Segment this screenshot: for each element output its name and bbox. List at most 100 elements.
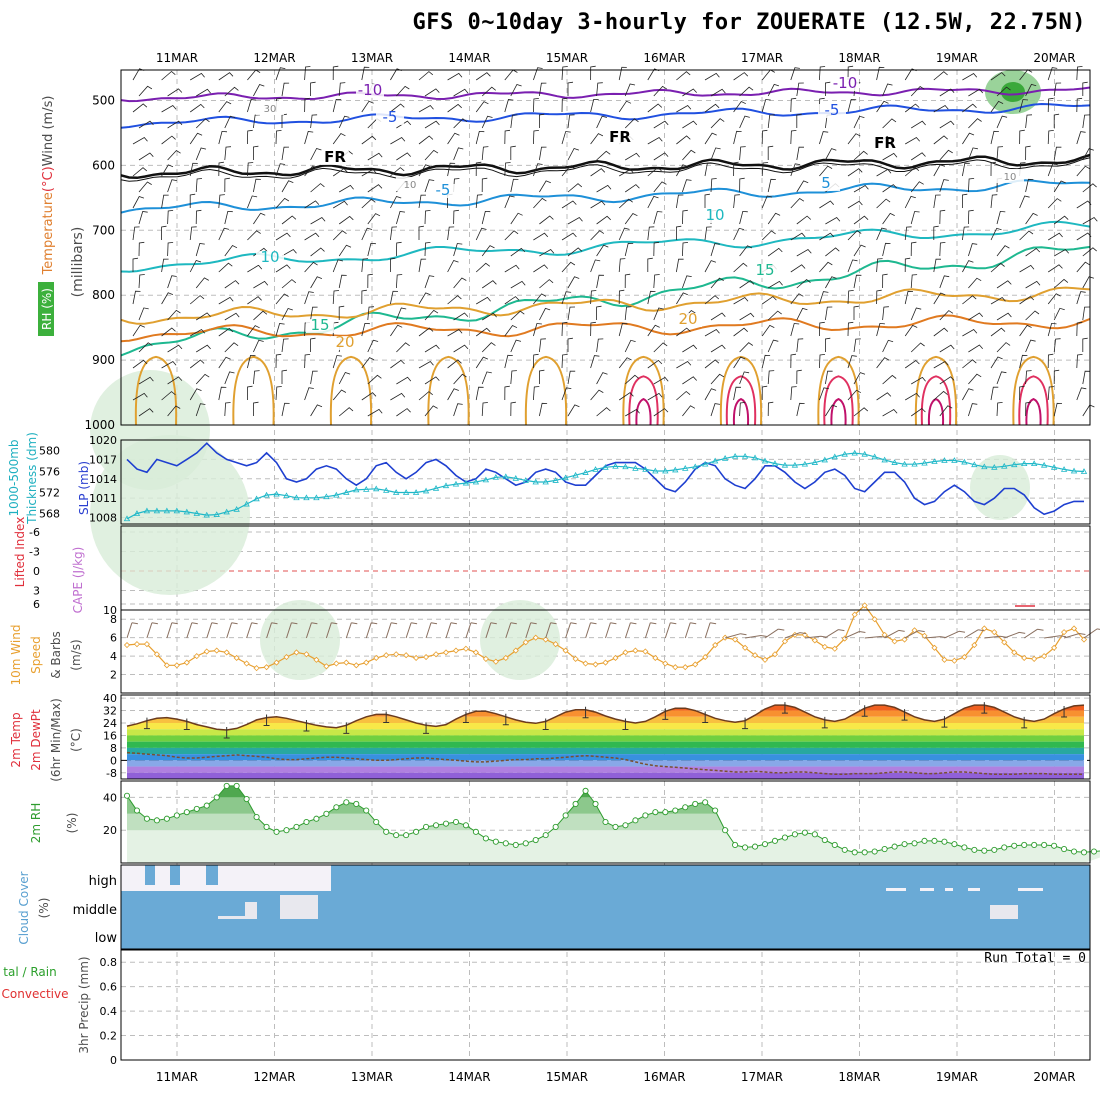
wind-barb <box>510 178 519 193</box>
thickness-point <box>233 505 240 512</box>
contour-label-bg <box>831 77 859 91</box>
thickness-point <box>622 463 629 470</box>
wind-barb <box>682 275 692 289</box>
wind-barb <box>853 407 869 417</box>
wind-barb <box>190 328 206 337</box>
wind-barb <box>281 308 293 321</box>
wind-barb <box>939 149 953 161</box>
rh-point <box>1090 848 1098 855</box>
wind-speed-point <box>233 654 240 662</box>
rh-point <box>343 799 350 806</box>
wind-barb <box>224 115 236 129</box>
wind-barb <box>453 209 459 225</box>
cloud-ylabel: Cloud Cover <box>17 871 31 944</box>
wind-barb <box>990 262 1005 273</box>
wind-barb <box>653 211 663 225</box>
wind-barb <box>710 118 725 129</box>
wind-barb <box>453 312 469 321</box>
rh-point <box>393 832 400 839</box>
wind-barb <box>996 146 1004 161</box>
wind-barb <box>361 392 377 401</box>
thickness-point <box>472 478 480 485</box>
cloud-clear-high <box>121 865 331 891</box>
wind-barb <box>1025 339 1036 353</box>
wind-barb <box>567 183 583 193</box>
wind-barb-10m <box>266 622 278 639</box>
wind-barb <box>968 243 978 257</box>
wind-barb <box>962 103 977 113</box>
wind-barb <box>590 133 604 145</box>
wind-barb <box>361 227 373 241</box>
temp-bands <box>127 705 1084 779</box>
pressure-tick: 1000 <box>84 418 115 432</box>
temp-minmax-bar <box>702 711 709 723</box>
wind-barb <box>504 324 518 337</box>
wind-barb <box>704 295 720 305</box>
rh-legend-label: RH (%) <box>40 288 54 330</box>
wind-barb <box>1047 293 1061 305</box>
rh-shading <box>90 435 250 595</box>
wind-barb <box>561 321 568 337</box>
wind-barb <box>132 257 139 272</box>
wind10-ylabel: 10m Wind <box>9 625 23 686</box>
wind-barb <box>876 198 891 209</box>
temperature-cell <box>635 397 652 426</box>
wind-barb <box>304 291 314 305</box>
wind-speed-point <box>273 659 280 666</box>
wind-barb <box>504 129 511 145</box>
wind-speed-point <box>662 660 669 667</box>
panel-frame-slp <box>120 439 1091 525</box>
rh-point <box>313 815 320 822</box>
rh-point <box>841 846 848 853</box>
wind-barb <box>596 215 611 225</box>
wind-barb <box>361 168 377 177</box>
wind-barb <box>590 168 606 177</box>
thickness-point <box>1040 461 1048 468</box>
wind-barb <box>418 327 434 337</box>
wind-barb <box>624 118 639 129</box>
wind-speed-point <box>692 661 699 668</box>
thickness-point <box>572 471 579 478</box>
wind-barb <box>933 390 948 401</box>
temp-tick: 32 <box>103 705 117 718</box>
contour-label: FR <box>609 128 631 146</box>
wind-barb <box>682 209 688 225</box>
temp-minmax-bar <box>542 718 549 730</box>
rh-point <box>1051 842 1058 849</box>
precip-ylabel: 3hr Precip (mm) <box>77 956 91 1053</box>
wind-barb <box>819 291 829 305</box>
wind-barb <box>682 405 696 417</box>
wind-barb <box>475 194 483 209</box>
wind-barb <box>710 277 724 289</box>
thickness-point <box>183 508 190 515</box>
wind-barb <box>195 403 206 417</box>
wind-barb <box>367 374 382 385</box>
wind-speed-point <box>203 648 210 655</box>
wind-barb <box>962 388 974 401</box>
wind-barb <box>739 177 745 193</box>
wind-barb <box>990 161 997 177</box>
wind-barb <box>481 312 497 321</box>
wind-barb <box>676 360 692 369</box>
wind-barb <box>332 355 342 369</box>
wind-barb <box>567 216 583 225</box>
cloud-clear-middle <box>218 916 256 919</box>
rh-point <box>791 831 798 838</box>
wind-barb <box>939 88 955 97</box>
wind-barb <box>853 338 861 353</box>
temperature-cell <box>134 355 178 426</box>
thickness-point <box>562 474 569 481</box>
temp-tick: 24 <box>103 717 117 730</box>
wind-speed-point <box>1031 655 1038 662</box>
wind-barb <box>390 392 406 401</box>
wind-speed-point <box>163 662 170 669</box>
wind-speed-point <box>123 641 131 649</box>
rh-point <box>901 841 908 848</box>
temp-ylabel: 2m DewPt <box>29 709 43 771</box>
wind-barb <box>882 408 898 417</box>
wind-barb <box>504 99 514 113</box>
cloud-clear-middle <box>990 905 1018 919</box>
isotherm-contour <box>120 102 1091 129</box>
temp-line <box>126 704 1085 731</box>
wind-barb <box>247 195 258 209</box>
